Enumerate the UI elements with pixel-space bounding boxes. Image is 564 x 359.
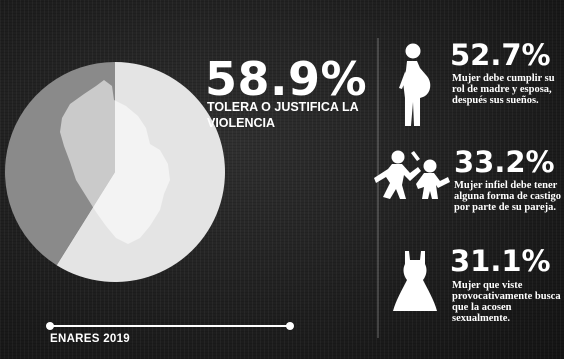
divider <box>377 38 379 338</box>
domestic-violence-icon <box>374 150 450 199</box>
main-label: TOLERA O JUSTIFICA LA VIOLENCIA <box>207 100 359 130</box>
stat-2-text: Mujer infiel debe tener alguna forma de … <box>454 180 562 213</box>
dress-icon <box>393 251 437 311</box>
stat-3-percentage: 31.1% <box>450 244 551 278</box>
stat-1-text: Mujer debe cumplir su rol de madre y esp… <box>452 73 555 106</box>
peru-map-outline <box>60 80 170 244</box>
stat-3-text: Mujer que viste provocativamente busca q… <box>452 280 561 324</box>
timeline-line <box>46 322 294 330</box>
source-label: ENARES 2019 <box>50 333 131 345</box>
stat-2-percentage: 33.2% <box>454 145 555 179</box>
timeline-start-dot <box>46 322 54 330</box>
timeline-end-dot <box>286 322 294 330</box>
stat-1-percentage: 52.7% <box>450 38 551 72</box>
pregnant-woman-icon <box>399 43 431 126</box>
main-percentage: 58.9% <box>205 52 368 106</box>
